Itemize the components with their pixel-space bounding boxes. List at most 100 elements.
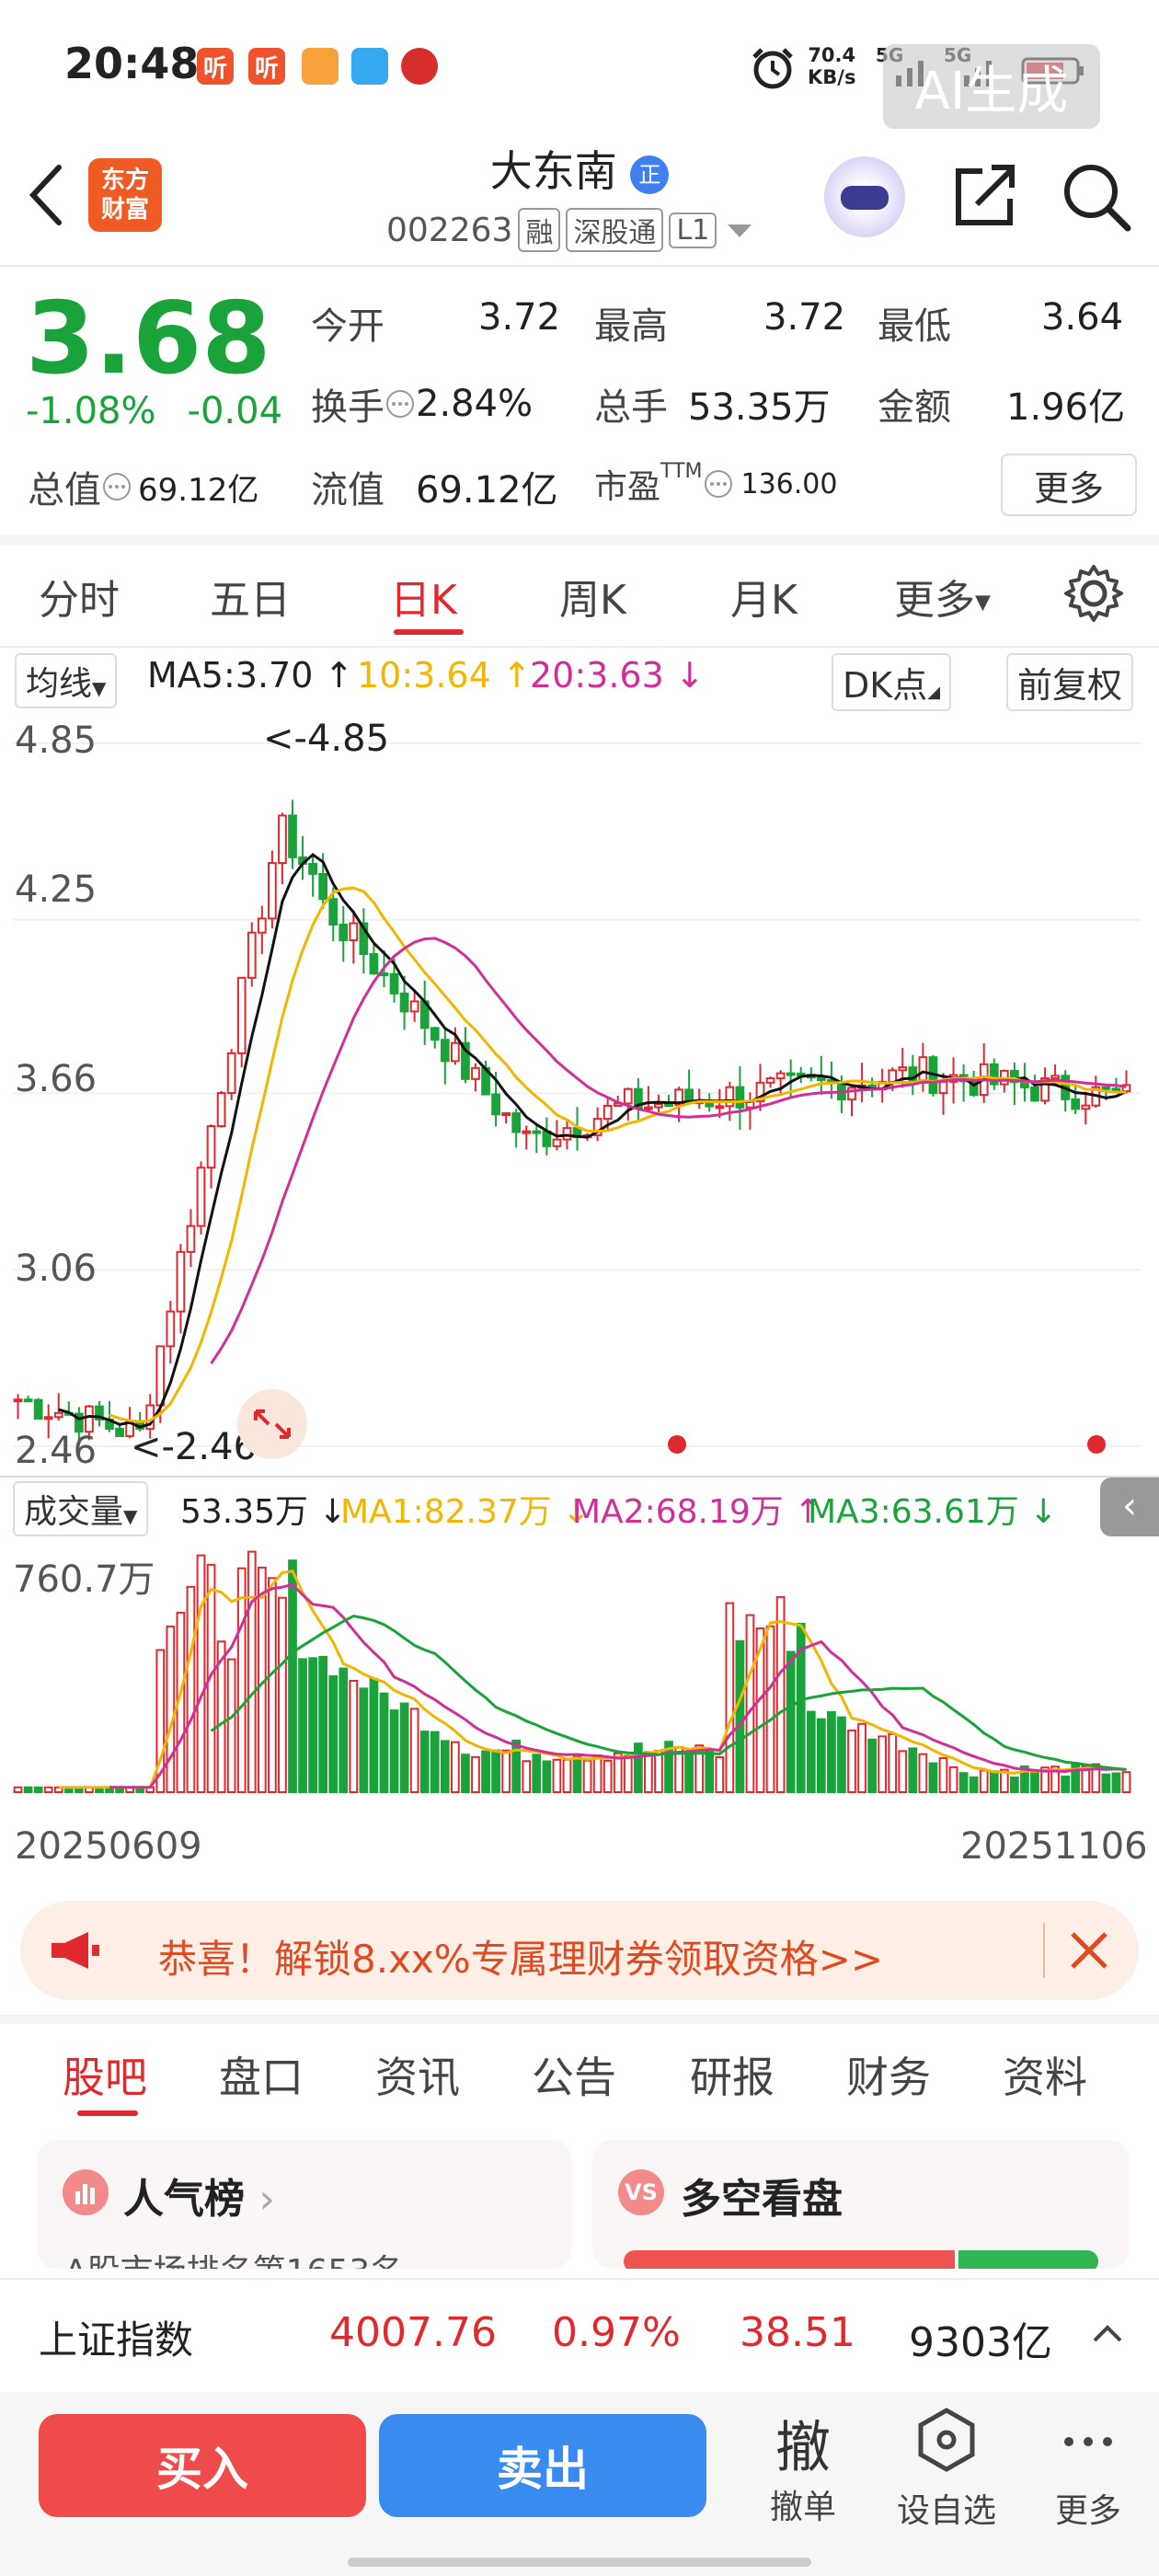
candle-body [247,931,257,979]
volume-bar [827,1710,836,1793]
candle-body [379,972,389,977]
volume-bar [155,1649,166,1794]
index-ticker[interactable]: 上证指数 4007.76 0.97% 38.51 9303亿 [0,2278,1159,2394]
tab-pankou[interactable]: 盘口 [219,2053,304,2102]
volume-selector[interactable]: 成交量▼ [13,1481,149,1536]
volume-bar [999,1768,1009,1793]
volume-bar [359,1687,369,1793]
candle-body [461,1041,470,1080]
volume-bar [867,1738,877,1793]
ma5-line [58,853,1128,1429]
long-short-card[interactable]: VS 多空看盘 [592,2140,1130,2269]
tab-weekly-k[interactable]: 周K [559,577,626,624]
volume-bar [725,1602,735,1793]
volume-bar [796,1622,806,1793]
candle-body [349,922,359,942]
tab-news[interactable]: 资讯 [375,2053,460,2102]
cancel-order-button[interactable]: 撤 撤单 [743,2403,863,2528]
add-watchlist-button[interactable]: 设自选 [887,2403,1006,2532]
more-quote-button[interactable]: 更多 [1001,454,1137,516]
tab-monthly-k[interactable]: 月K [730,577,798,624]
volume-bar [216,1640,226,1793]
kline-chart[interactable] [0,710,1159,1476]
candle-body [399,992,409,1013]
volume-bar [196,1554,206,1794]
volume-bar [409,1708,419,1793]
chevron-up-icon[interactable] [1091,2320,1124,2348]
tab-more[interactable]: 更多▼ [894,567,991,626]
candle-body [471,1066,480,1080]
volume-bar [694,1744,705,1793]
ai-assistant-icon[interactable] [824,156,905,237]
search-icon[interactable] [1060,160,1133,234]
divider [1043,1923,1045,1978]
y-axis-label: 4.85 [15,719,98,762]
sell-button[interactable]: 卖出 [379,2414,706,2517]
net-speed: 70.4 KB/s [808,44,855,88]
dk-point-marker[interactable] [668,1435,686,1454]
tab-intraday[interactable]: 分时 [39,577,120,624]
y-axis-label: 3.66 [15,1058,98,1100]
ma-selector[interactable]: 均线▼ [15,653,118,708]
corner-triangle-icon: ◢ [927,683,941,702]
tab-guba[interactable]: 股吧 [63,2053,147,2102]
volume-chart[interactable] [0,1542,1159,1814]
volume-bar [582,1759,592,1793]
candle-body [1030,1086,1039,1102]
promo-banner[interactable]: 恭喜！解锁8.xx%专属理财券领取资格>> [20,1901,1139,2000]
adjust-button[interactable]: 前复权 [1006,653,1134,711]
chart-bars-icon [63,2169,109,2215]
settings-gear-icon[interactable] [1063,563,1124,624]
candle-body [1121,1084,1131,1093]
tab-research[interactable]: 研报 [690,2053,775,2102]
candle-body [755,1081,765,1103]
start-date-label: 20250609 [15,1825,202,1868]
tab-announcements[interactable]: 公告 [532,2053,616,2102]
volume-bar [1101,1773,1111,1793]
close-icon[interactable] [1065,1926,1113,1974]
open-value: 3.72 [478,296,561,339]
more-dots-icon [103,473,131,500]
dk-point-button[interactable]: DK点◢ [832,653,952,711]
candle-body [847,1087,856,1101]
active-tab-indicator [394,629,464,635]
alarm-icon [752,48,793,89]
candle-body [440,1039,450,1063]
volume-bar [186,1585,196,1794]
amount-value: 1.96亿 [1006,386,1126,429]
app-notification-icon [351,48,388,85]
buy-button[interactable]: 买入 [39,2414,366,2517]
ma-selector-label: 均线 [26,665,93,703]
expand-icon[interactable] [235,1387,309,1461]
volume-bar [969,1776,979,1794]
logo-text: 东方 [100,167,149,194]
tab-profile[interactable]: 资料 [1003,2053,1087,2102]
candle-body [775,1072,786,1080]
float-value: 69.12亿 [416,469,558,512]
candle-body [33,1398,43,1420]
ma10-line [109,886,1127,1423]
volume-bar [349,1679,359,1793]
verify-badge-icon: 正 [630,155,670,194]
stock-code-row[interactable]: 002263 融 深股通 L1 [386,208,753,252]
share-icon[interactable] [949,160,1019,230]
volume-bar [236,1567,247,1793]
volume-bar [166,1625,176,1794]
candle-body [888,1069,898,1083]
popularity-card[interactable]: 人气榜 › A股市场排名第1653名 [37,2140,572,2269]
tab-five-day[interactable]: 五日 [210,577,291,624]
back-arrow-icon[interactable] [26,162,66,228]
collapse-panel-icon[interactable]: ‹ [1100,1478,1159,1536]
volume-label: 总手 [594,386,668,429]
volume-bar [1061,1775,1071,1793]
tab-finance[interactable]: 财务 [846,2053,931,2102]
candle-body [278,814,287,865]
volume-bar [735,1639,745,1793]
stock-title[interactable]: 大东南 正 [0,138,1159,199]
index-amount: 9303亿 [909,2319,1052,2366]
more-actions-button[interactable]: 更多 [1028,2403,1148,2532]
volume-bar [908,1747,918,1794]
tab-daily-k[interactable]: 日K [390,577,457,624]
dk-point-marker[interactable] [1087,1435,1106,1454]
turnover-label-text: 换手 [311,386,384,429]
